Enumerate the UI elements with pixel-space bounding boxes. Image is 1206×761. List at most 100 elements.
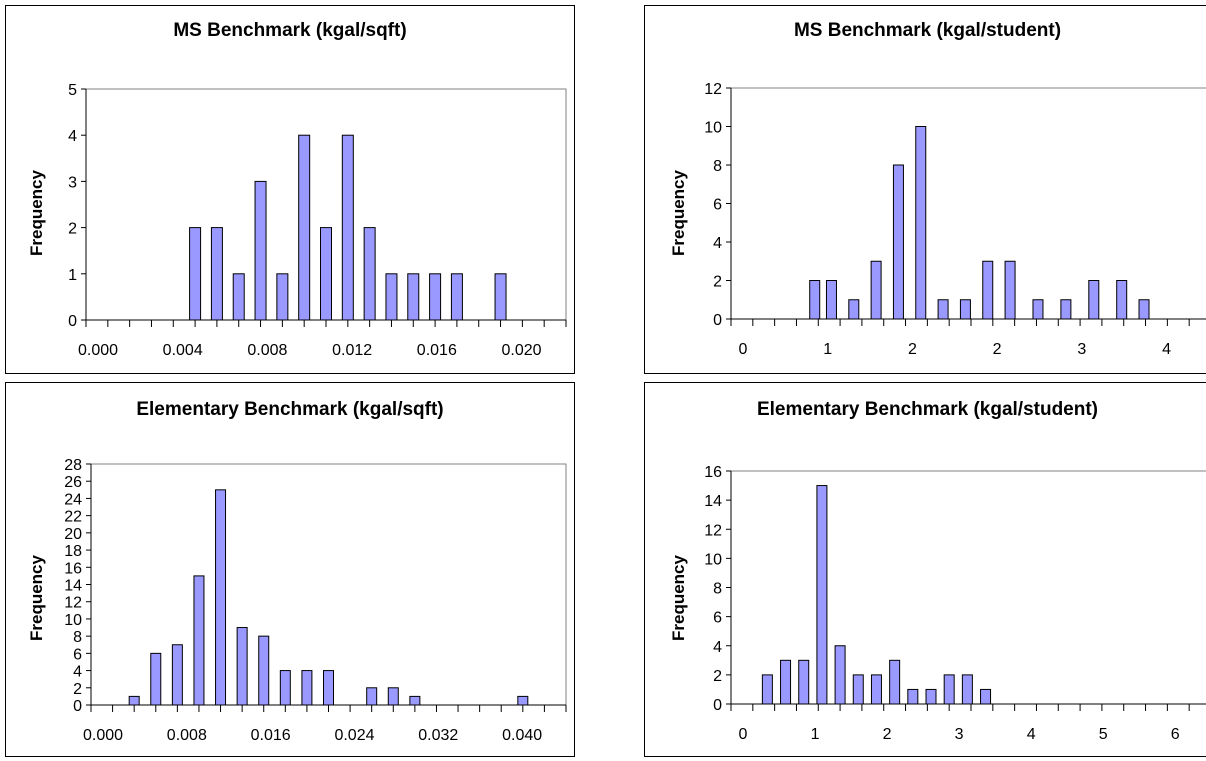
x-tick-label: 0.004 [163,342,203,359]
x-tick-label: 2 [883,726,892,743]
histogram-bar [907,688,919,705]
y-tick-label: 2 [68,221,77,238]
y-tick-label: 10 [704,120,722,137]
histogram-bar [959,299,971,320]
x-tick-label: 0.012 [332,342,372,359]
histogram-bar [301,670,313,706]
histogram-bar [798,659,810,705]
histogram-bar [517,695,529,706]
y-tick-label: 12 [704,81,722,98]
x-tick-label: 0.016 [251,727,291,744]
y-tick-label: 2 [73,681,82,698]
histogram-bar [385,273,398,321]
y-tick-label: 0 [713,312,722,329]
plot-area [730,87,1206,320]
histogram-bar [236,627,248,706]
y-tick-label: 4 [73,664,82,681]
x-tick-label: 1 [811,726,820,743]
x-tick-label: 2 [993,341,1002,358]
chart-title: MS Benchmark (kgal/student) [793,20,1062,41]
x-tick-label: 0.032 [418,727,458,744]
x-tick-label: 3 [1077,341,1086,358]
histogram-bar [279,670,291,706]
x-tick-label: 4 [1027,726,1036,743]
histogram-bar [258,635,270,706]
y-tick-label: 22 [64,509,82,526]
histogram-bar [915,126,927,320]
histogram-bar [937,299,949,320]
chart-plot: 0 1 2 3 4 5 0.000 0.004 0.008 0.012 0.016 0.020 [68,82,567,359]
histogram-bar [450,273,463,321]
chart-title: Elementary Benchmark (kgal/sqft) [136,399,444,420]
y-tick-label: 14 [704,493,722,510]
y-tick-label: 2 [713,274,722,291]
y-tick-label: 6 [713,197,722,214]
histogram-bar [870,260,882,320]
x-tick-label: 0 [739,726,748,743]
histogram-bar [1088,280,1100,320]
histogram-bar [366,687,378,706]
histogram-bar [189,227,202,321]
y-tick-label: 2 [713,668,722,685]
histogram-bar [825,280,837,320]
histogram-bar [323,670,334,706]
histogram-bar [254,180,267,321]
y-tick-label: 8 [73,629,82,646]
histogram-bar [298,134,311,321]
histogram-bar [870,674,882,705]
histogram-bar [1116,280,1128,320]
plot-area [90,463,567,706]
y-tick-label: 4 [713,235,722,252]
histogram-bar [429,273,442,321]
histogram-bar [150,652,162,706]
chart-panel-elem-sqft: Elementary Benchmark (kgal/sqft) Frequen… [5,382,575,757]
y-tick-label: 10 [704,551,722,568]
x-tick-label: 5 [1099,726,1108,743]
chart-panel-elem-student: Elementary Benchmark (kgal/student) Freq… [644,382,1206,757]
x-tick-label: 0 [739,341,748,358]
y-tick-label: 3 [68,174,77,191]
histogram-bar [320,227,332,321]
histogram-bar [341,134,354,321]
histogram-bar [925,688,937,705]
histogram-bar [780,659,792,705]
y-tick-label: 0 [713,697,722,714]
x-tick-label: 1 [823,341,832,358]
histogram-bar [387,687,399,706]
x-tick-label: 3 [955,726,964,743]
y-tick-label: 8 [713,581,722,598]
histogram-bar [1032,299,1044,320]
y-tick-label: 20 [64,526,82,543]
histogram-bar [276,273,289,321]
histogram-bar [889,659,901,705]
histogram-bar [1138,299,1150,320]
y-tick-label: 12 [64,595,82,612]
y-tick-label: 18 [64,543,82,560]
x-tick-label: 2 [908,341,917,358]
x-tick-label: 0.020 [502,342,542,359]
y-tick-label: 8 [713,158,722,175]
y-tick-label: 24 [64,491,82,508]
histogram-bar [834,645,846,705]
y-tick-label: 16 [704,464,722,481]
histogram-bar [816,485,828,705]
histogram-bar [494,273,507,321]
histogram-bar [363,227,376,321]
y-tick-label: 6 [73,646,82,663]
histogram-bar [409,695,421,706]
chart-title: Elementary Benchmark (kgal/student) [756,399,1099,420]
histogram-bar [848,299,860,320]
histogram-bar [1060,299,1072,320]
y-tick-label: 5 [68,82,77,99]
histogram-bar [128,695,140,706]
y-tick-label: 4 [68,128,77,145]
histogram-bar [215,489,227,706]
y-tick-label: 26 [64,474,82,491]
histogram-bar [943,674,955,705]
chart-title: MS Benchmark (kgal/sqft) [173,20,407,41]
histogram-bar [809,280,821,320]
